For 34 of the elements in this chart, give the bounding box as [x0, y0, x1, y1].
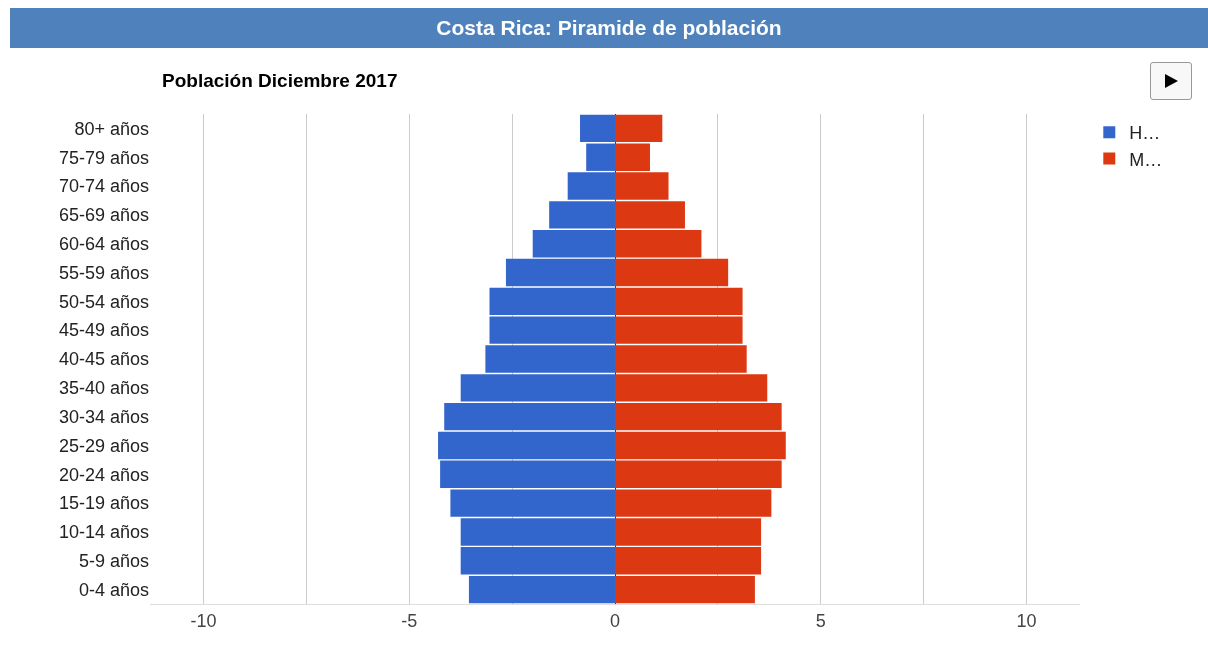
bar	[615, 431, 786, 460]
bar	[468, 575, 615, 604]
x-tick-label: -5	[401, 610, 418, 631]
x-tick-label: 0	[609, 610, 621, 631]
x-tick-label: 5	[815, 610, 826, 631]
bar	[615, 114, 663, 143]
y-tick-label: 45-49 años	[58, 320, 149, 341]
y-tick-label: 15-19 años	[58, 493, 149, 514]
y-tick-label: 10-14 años	[58, 522, 149, 543]
y-tick-label: 30-34 años	[58, 406, 149, 427]
y-tick-label: 5-9 años	[78, 551, 149, 572]
y-tick-label: 60-64 años	[58, 234, 149, 255]
y-tick-label: 35-40 años	[58, 378, 149, 399]
y-tick-label: 80+ años	[74, 118, 149, 139]
y-tick-label: 50-54 años	[58, 291, 149, 312]
bar	[438, 431, 615, 460]
legend-label: H…	[1129, 123, 1161, 144]
y-tick-label: 20-24 años	[58, 464, 149, 485]
chart-subtitle: Población Diciembre 2017	[162, 70, 398, 92]
y-tick-label: 65-69 años	[58, 205, 149, 226]
y-tick-label: 0-4 años	[78, 579, 149, 600]
y-tick-label: 55-59 años	[58, 262, 149, 283]
y-tick-label: 40-45 años	[58, 349, 149, 370]
bar	[615, 258, 729, 287]
x-tick-label: -10	[190, 610, 217, 631]
x-tick-label: 10	[1016, 610, 1037, 631]
bar	[615, 575, 755, 604]
y-tick-label: 70-74 años	[58, 176, 149, 197]
y-tick-label: 25-29 años	[58, 435, 149, 456]
bar	[580, 114, 615, 143]
chart-title: Costa Rica: Piramide de población	[10, 8, 1208, 48]
bar	[505, 258, 615, 287]
y-tick-label: 75-79 años	[58, 147, 149, 168]
legend-label: M…	[1129, 149, 1163, 170]
